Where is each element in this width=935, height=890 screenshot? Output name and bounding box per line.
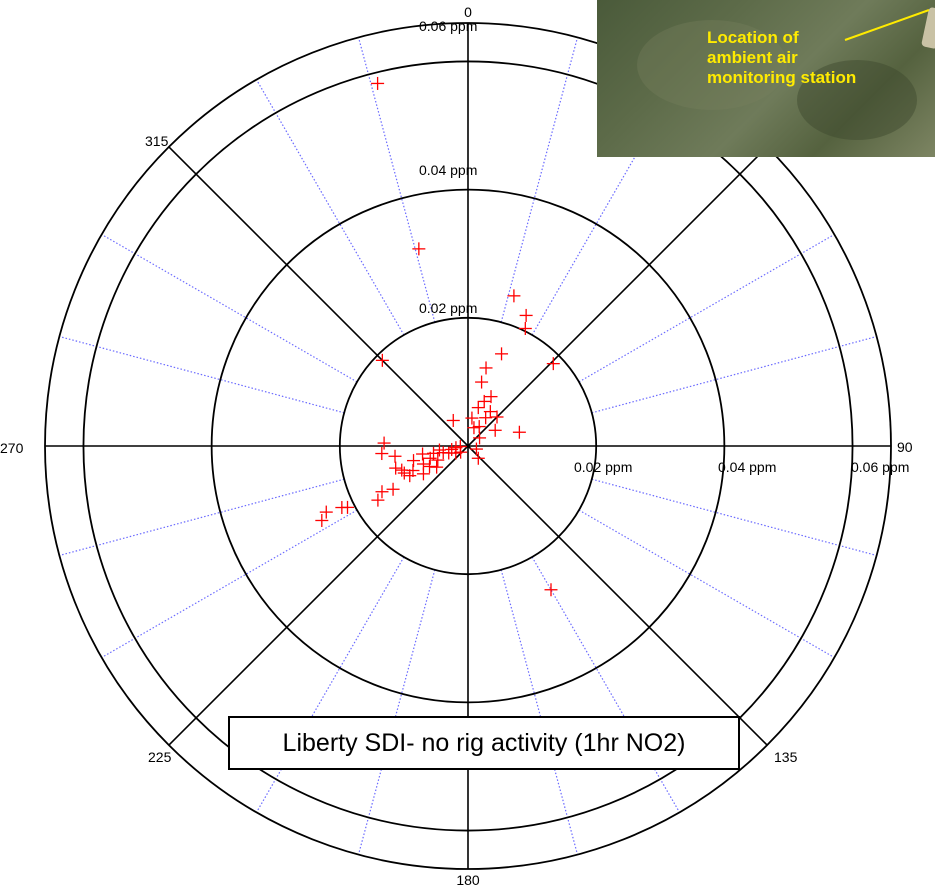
data-point [488, 423, 502, 437]
range-ring [338, 316, 598, 576]
data-point [471, 451, 485, 465]
data-point [416, 447, 430, 461]
terrain-texture [637, 20, 787, 110]
minor-spoke [578, 509, 835, 659]
data-point [484, 390, 498, 404]
radial-tick-label: 0.04 ppm [718, 459, 776, 475]
data-point [518, 321, 532, 335]
data-point [495, 347, 509, 361]
minor-spoke [591, 478, 877, 557]
data-point [377, 436, 391, 450]
minor-spoke [591, 335, 877, 414]
major-gridlines [44, 22, 892, 870]
inset-annotation: Location of ambient air monitoring stati… [707, 28, 856, 88]
outer-ring [44, 22, 892, 870]
major-spoke [467, 445, 768, 746]
major-spoke [168, 146, 469, 447]
range-ring [210, 188, 726, 704]
angle-tick-label: 0 [464, 4, 472, 20]
tick-labels: 0.02 ppm 0.02 ppm 0.04 ppm 0.04 ppm 0.06 ppm… [0, 4, 913, 888]
pointer-line [844, 9, 930, 41]
data-point [465, 411, 479, 425]
data-point [430, 460, 444, 474]
data-point [490, 410, 504, 424]
major-spoke [168, 445, 469, 746]
minor-spoke [255, 556, 405, 813]
data-point [388, 449, 402, 463]
data-point [507, 289, 521, 303]
minor-gridlines [59, 37, 877, 855]
data-point [371, 76, 385, 90]
data-point [467, 421, 481, 435]
minor-spoke [357, 569, 436, 855]
minor-spoke [531, 556, 681, 813]
data-point [546, 357, 560, 371]
data-point [416, 457, 430, 471]
data-point [469, 442, 483, 456]
radial-tick-label: 0.02 ppm [574, 459, 632, 475]
minor-spoke [500, 569, 579, 855]
terrain-texture [797, 60, 917, 140]
data-points [315, 76, 560, 597]
data-point [479, 411, 493, 425]
angle-tick-label: 180 [456, 872, 480, 888]
data-point [512, 425, 526, 439]
data-point [431, 453, 445, 467]
angle-tick-label: 315 [145, 133, 169, 149]
radial-tick-label: 0.02 ppm [419, 300, 477, 316]
angle-tick-label: 225 [148, 749, 172, 765]
minor-spoke [578, 233, 835, 383]
chart-title: Liberty SDI- no rig activity (1hr NO2) [282, 728, 686, 757]
data-point [315, 513, 329, 527]
radial-tick-label: 0.04 ppm [419, 162, 477, 178]
angle-tick-label: 270 [0, 440, 24, 456]
chart-title-box: Liberty SDI- no rig activity (1hr NO2) [228, 716, 740, 770]
minor-spoke [59, 478, 345, 557]
radial-tick-label: 0.06 ppm [851, 459, 909, 475]
major-spoke [467, 146, 768, 447]
data-point [479, 361, 493, 375]
minor-spoke [500, 37, 579, 323]
data-point [375, 485, 389, 499]
inset-label-line: monitoring station [707, 68, 857, 87]
data-point [475, 375, 489, 389]
data-point [375, 447, 389, 461]
data-point [397, 466, 411, 480]
data-point [477, 394, 491, 408]
data-point [403, 469, 417, 483]
angle-tick-label: 135 [774, 749, 798, 765]
inset-label-line: Location of [707, 28, 799, 47]
data-point [544, 583, 558, 597]
data-point [371, 493, 385, 507]
data-point [473, 431, 487, 445]
data-point [423, 459, 437, 473]
minor-spoke [101, 509, 358, 659]
data-point [446, 413, 460, 427]
radial-tick-label: 0.06 ppm [419, 18, 477, 34]
inset-label-line: ambient air [707, 48, 798, 67]
minor-spoke [101, 233, 358, 383]
data-point [319, 505, 333, 519]
data-point [471, 401, 485, 415]
data-point [389, 461, 403, 475]
minor-spoke [255, 79, 405, 336]
data-point [427, 446, 441, 460]
data-point [406, 464, 420, 478]
site-map-inset: Location of ambient air monitoring stati… [597, 0, 935, 157]
angle-tick-label: 90 [897, 439, 913, 455]
data-point [395, 463, 409, 477]
range-ring [82, 60, 854, 832]
minor-spoke [357, 37, 436, 323]
data-point [519, 308, 533, 322]
data-point [453, 440, 467, 454]
data-point [375, 353, 389, 367]
minor-spoke [59, 335, 345, 414]
data-point [472, 420, 486, 434]
data-point [335, 501, 349, 515]
data-point [386, 482, 400, 496]
data-point [412, 242, 426, 256]
